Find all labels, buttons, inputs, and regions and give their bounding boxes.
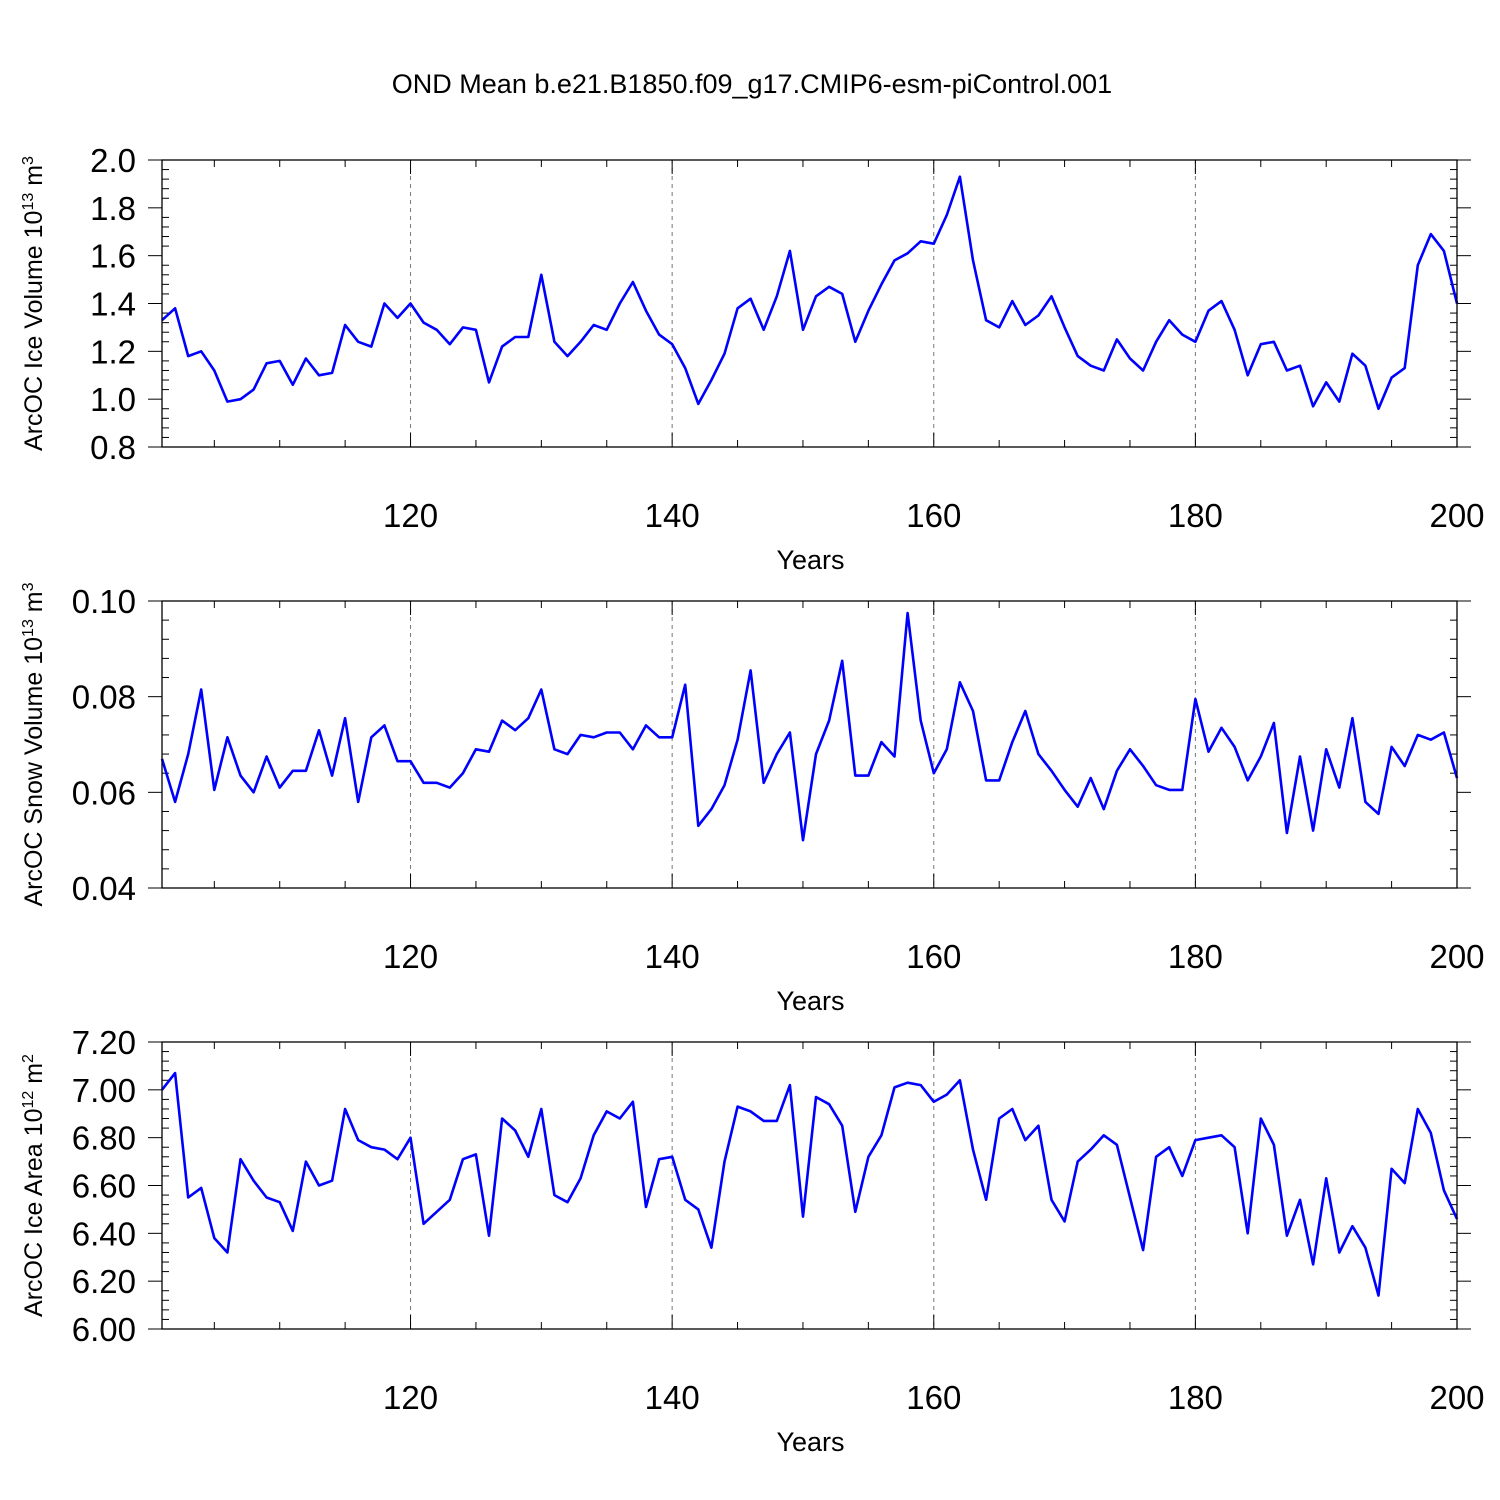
panel-snow-volume: 120 140 160 180 200 0.04 0.06 0.08 0.10 Years ArcO… <box>20 582 1485 1016</box>
x-tick-label: 120 <box>383 938 438 975</box>
y-tick-label: 7.20 <box>72 1024 136 1061</box>
y-axis-label-text: m <box>20 1063 48 1091</box>
y-tick-label: 1.6 <box>90 238 136 275</box>
x-tick-label: 200 <box>1429 1379 1484 1416</box>
panels: 120 140 160 180 200 0.8 1.0 1.2 1.4 1.6 1.8 2.0 Year… <box>20 142 1485 1457</box>
y-tick-label: 6.20 <box>72 1263 136 1300</box>
y-axis-label-superscript: 3 <box>20 582 37 591</box>
panel-ice-volume: 120 140 160 180 200 0.8 1.0 1.2 1.4 1.6 1.8 2.0 Year… <box>20 142 1485 575</box>
y-axis-label: ArcOC Ice Volume 1013 m3 <box>20 156 48 451</box>
series-line <box>160 611 1459 842</box>
y-axis-label-text: m <box>20 165 48 193</box>
x-tick-label: 120 <box>383 1379 438 1416</box>
y-tick-label: 6.40 <box>72 1215 136 1252</box>
y-tick-label: 0.8 <box>90 429 136 466</box>
y-axis-label-superscript: 13 <box>20 619 37 637</box>
series-line <box>160 1071 1459 1297</box>
y-tick-label: 2.0 <box>90 142 136 179</box>
x-tick-label: 200 <box>1429 497 1484 534</box>
y-tick-label: 6.80 <box>72 1120 136 1157</box>
x-tick-label: 180 <box>1168 1379 1223 1416</box>
x-axis-label: Years <box>776 545 844 575</box>
plot-frame <box>161 600 1458 889</box>
y-axis-label: ArcOC Ice Area 1012 m2 <box>20 1054 48 1317</box>
x-axis-label: Years <box>776 1427 844 1457</box>
x-tick-label: 160 <box>906 938 961 975</box>
chart-title: OND Mean b.e21.B1850.f09_g17.CMIP6-esm-p… <box>392 69 1112 99</box>
y-tick-label: 1.4 <box>90 286 136 323</box>
x-tick-label: 180 <box>1168 497 1223 534</box>
panel-ice-area: 120 140 160 180 200 6.00 6.20 6.40 6.60 6.80 7.00 7… <box>20 1024 1485 1457</box>
y-axis-label-superscript: 12 <box>20 1091 37 1109</box>
y-tick-label: 0.06 <box>72 774 136 811</box>
y-axis-label-superscript: 3 <box>20 156 37 165</box>
x-tick-label: 120 <box>383 497 438 534</box>
y-axis-label-superscript: 2 <box>20 1054 37 1063</box>
y-tick-label: 0.08 <box>72 679 136 716</box>
y-tick-label: 6.00 <box>72 1311 136 1348</box>
y-tick-label: 1.2 <box>90 333 136 370</box>
y-axis-label: ArcOC Snow Volume 1013 m3 <box>20 582 48 906</box>
plot-frame <box>161 159 1458 448</box>
y-axis-label-superscript: 13 <box>20 193 37 211</box>
y-axis-label-text: ArcOC Ice Area 10 <box>20 1109 48 1317</box>
y-tick-label: 6.60 <box>72 1168 136 1205</box>
y-tick-label: 0.10 <box>72 583 136 620</box>
y-tick-label: 1.8 <box>90 190 136 227</box>
y-tick-label: 7.00 <box>72 1072 136 1109</box>
x-tick-label: 160 <box>906 497 961 534</box>
x-tick-label: 140 <box>645 938 700 975</box>
x-axis-label: Years <box>776 986 844 1016</box>
x-tick-label: 160 <box>906 1379 961 1416</box>
y-tick-label: 1.0 <box>90 381 136 418</box>
x-tick-label: 140 <box>645 1379 700 1416</box>
y-axis-label-text: ArcOC Snow Volume 10 <box>20 637 48 907</box>
x-tick-label: 180 <box>1168 938 1223 975</box>
y-axis-label-text: ArcOC Ice Volume 10 <box>20 211 48 451</box>
series-line <box>161 175 1459 411</box>
x-tick-label: 140 <box>645 497 700 534</box>
y-tick-label: 0.04 <box>72 870 136 907</box>
x-tick-label: 200 <box>1429 938 1484 975</box>
y-axis-label-text: m <box>20 591 48 619</box>
plot-frame <box>161 1041 1458 1330</box>
